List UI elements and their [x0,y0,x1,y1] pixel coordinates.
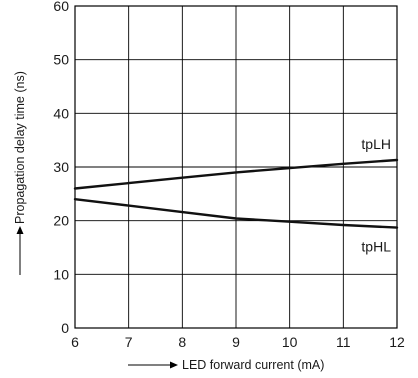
x-tick-label: 9 [232,334,240,350]
y-axis-arrow-head [16,226,24,234]
series-line-tplh [73,158,399,190]
x-tick-label: 6 [71,334,79,350]
series-line-tphl [73,197,399,229]
plot-frame [74,5,398,329]
x-tick-label: 11 [336,334,351,350]
series-label-tphl: tpHL [361,239,391,255]
x-axis-title-group: LED forward current (mA) [128,358,324,372]
y-axis-title-group: Propagation delay time (ns) [13,71,27,275]
x-axis-arrow-head [170,361,178,369]
x-tick-label: 12 [389,334,405,350]
y-tick-label: 40 [53,105,69,121]
series-labels: tpLH tpHL [361,136,391,255]
y-axis-ticks: 0 10 20 30 40 50 60 [53,0,69,336]
x-tick-label: 7 [125,334,133,350]
y-tick-label: 30 [53,159,69,175]
x-tick-label: 10 [282,334,298,350]
x-tick-label: 8 [178,334,186,350]
grid [75,6,397,328]
y-tick-label: 60 [53,0,69,14]
series-label-tplh: tpLH [361,136,391,152]
x-axis-ticks: 6 7 8 9 10 11 12 [71,334,405,350]
y-axis-title: Propagation delay time (ns) [13,71,27,224]
y-tick-label: 0 [61,320,69,336]
x-axis-title: LED forward current (mA) [182,358,324,372]
y-tick-label: 10 [53,266,69,282]
y-tick-label: 50 [53,52,69,68]
series-lines [73,158,399,229]
y-tick-label: 20 [53,213,69,229]
